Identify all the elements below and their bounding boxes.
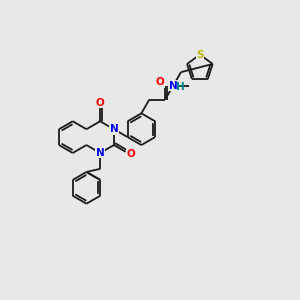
Text: S: S bbox=[196, 50, 204, 60]
Text: O: O bbox=[126, 149, 135, 159]
Text: N: N bbox=[96, 148, 105, 158]
Text: H: H bbox=[176, 82, 184, 92]
Text: N: N bbox=[169, 81, 177, 91]
Text: N: N bbox=[110, 124, 118, 134]
Text: O: O bbox=[156, 77, 165, 87]
Text: O: O bbox=[96, 98, 105, 108]
